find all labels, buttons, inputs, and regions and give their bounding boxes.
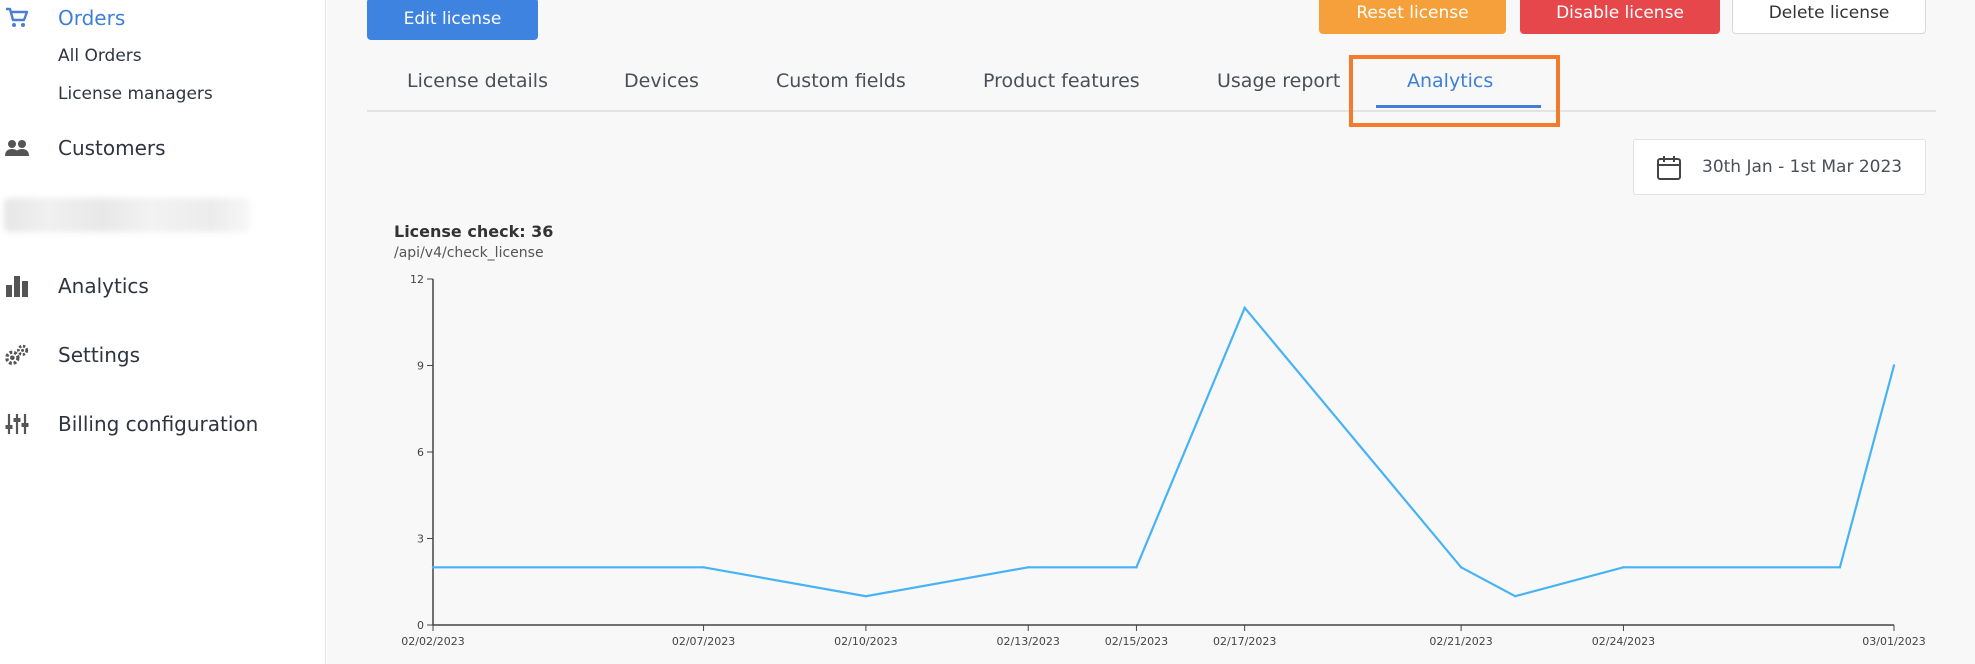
x-tick-label: 02/10/2023	[834, 635, 897, 648]
chart-subtitle: /api/v4/check_license	[394, 245, 544, 261]
data-point	[1027, 566, 1030, 569]
sidebar-item-label: Orders	[58, 6, 126, 30]
sidebar-item-label: Billing configuration	[58, 412, 259, 436]
delete-license-button[interactable]: Delete license	[1732, 0, 1926, 34]
x-tick-label: 02/17/2023	[1213, 635, 1276, 648]
tab-devices[interactable]: Devices	[624, 70, 699, 92]
tab-custom-fields[interactable]: Custom fields	[776, 70, 906, 92]
calendar-icon	[1657, 156, 1681, 180]
sidebar-item-label: Customers	[58, 136, 166, 160]
x-tick-label: 02/24/2023	[1592, 635, 1655, 648]
sidebar-subitem-license-managers[interactable]: License managers	[58, 84, 213, 104]
disable-license-button[interactable]: Disable license	[1520, 0, 1720, 34]
date-range-picker[interactable]: 30th Jan - 1st Mar 2023	[1633, 139, 1926, 195]
sidebar-item-orders[interactable]: Orders	[0, 4, 320, 32]
sidebar-item-label: Settings	[58, 343, 141, 367]
tab-license-details[interactable]: License details	[407, 70, 548, 92]
edit-license-button[interactable]: Edit license	[367, 0, 538, 40]
tab-analytics[interactable]: Analytics	[1407, 70, 1494, 92]
sliders-icon	[4, 412, 30, 436]
y-tick-label: 9	[417, 360, 424, 373]
gears-icon	[4, 343, 30, 367]
data-point	[1838, 566, 1842, 569]
chart-title: License check: 36	[394, 222, 554, 241]
sidebar-item-analytics[interactable]: Analytics	[0, 272, 320, 302]
data-point	[1514, 594, 1517, 598]
y-tick-label: 0	[417, 619, 424, 632]
y-tick-label: 3	[417, 533, 424, 546]
active-tab-indicator	[1376, 105, 1541, 108]
sidebar-item-customers[interactable]: Customers	[0, 134, 320, 164]
y-tick-label: 6	[417, 446, 424, 459]
x-tick-label: 02/15/2023	[1105, 635, 1168, 648]
sidebar-subitem-all-orders[interactable]: All Orders	[58, 46, 142, 66]
data-point	[1459, 566, 1463, 569]
data-point	[864, 594, 868, 598]
blurred-sidebar-item	[4, 198, 250, 232]
series-line	[433, 305, 1896, 598]
x-tick-label: 02/02/2023	[401, 635, 464, 648]
x-tick-label: 02/07/2023	[672, 635, 735, 648]
data-point	[1135, 566, 1138, 569]
users-icon	[4, 136, 30, 160]
tab-product-features[interactable]: Product features	[983, 70, 1140, 92]
x-tick-label: 03/01/2023	[1862, 635, 1925, 648]
license-tabs: License details Devices Custom fields Pr…	[367, 58, 1936, 112]
data-point	[1622, 566, 1625, 569]
y-tick-label: 12	[410, 273, 424, 286]
sidebar-item-settings[interactable]: Settings	[0, 341, 320, 371]
cart-icon	[4, 6, 30, 30]
x-tick-label: 02/21/2023	[1429, 635, 1492, 648]
sidebar-item-billing[interactable]: Billing configuration	[0, 410, 320, 440]
data-point	[1243, 306, 1246, 310]
tab-usage-report[interactable]: Usage report	[1217, 70, 1341, 92]
data-point	[1892, 364, 1896, 367]
date-range-label: 30th Jan - 1st Mar 2023	[1702, 157, 1903, 177]
sidebar-item-label: Analytics	[58, 274, 149, 298]
data-point	[702, 566, 705, 569]
main-content: Edit license Reset license Disable licen…	[327, 0, 1975, 664]
reset-license-button[interactable]: Reset license	[1319, 0, 1506, 34]
sidebar: Orders All Orders License managers Custo…	[0, 0, 326, 664]
x-tick-label: 02/13/2023	[997, 635, 1060, 648]
license-check-chart: 0 3 6 9 12 02/02/2023 02/07/2023 02/10/2023 02/1…	[401, 273, 1925, 648]
data-point	[431, 566, 435, 569]
bar-chart-icon	[4, 274, 30, 298]
